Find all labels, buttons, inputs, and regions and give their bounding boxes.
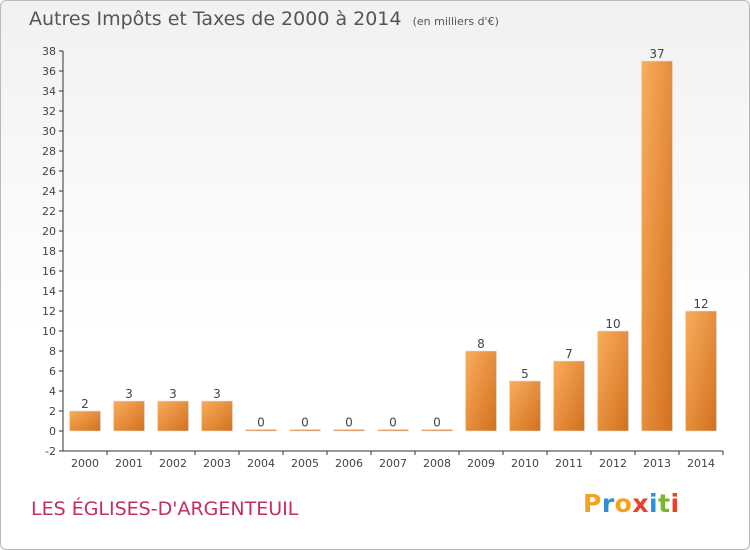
logo-letter: o: [614, 489, 633, 518]
x-tick-label: 2007: [379, 457, 407, 470]
y-tick-label: 4: [49, 385, 56, 398]
chart-axes: -202468101214161820222426283032343638200…: [42, 45, 724, 470]
chart-bars: [69, 60, 717, 432]
y-tick-label: 38: [42, 45, 56, 58]
bar: [421, 429, 453, 432]
bar-value-label: 8: [477, 337, 485, 351]
x-tick-label: 2006: [335, 457, 363, 470]
bar: [377, 429, 409, 432]
x-tick-label: 2011: [555, 457, 583, 470]
bar: [289, 429, 321, 432]
y-tick-label: 24: [42, 185, 56, 198]
x-tick-label: 2012: [599, 457, 627, 470]
y-tick-label: 8: [49, 345, 56, 358]
x-tick-label: 2009: [467, 457, 495, 470]
x-tick-label: 2013: [643, 457, 671, 470]
bar: [553, 360, 585, 432]
x-tick-label: 2003: [203, 457, 231, 470]
y-tick-label: 32: [42, 105, 56, 118]
bar-value-label: 5: [521, 367, 529, 381]
y-tick-label: 6: [49, 365, 56, 378]
bar: [201, 400, 233, 432]
y-tick-label: -2: [45, 445, 56, 458]
y-tick-label: 18: [42, 245, 56, 258]
commune-name: LES ÉGLISES-D'ARGENTEUIL: [31, 498, 299, 520]
y-tick-label: 10: [42, 325, 56, 338]
logo-letter: t: [658, 489, 671, 518]
logo-letter: i: [649, 489, 659, 518]
y-tick-label: 36: [42, 65, 56, 78]
bar-value-label: 3: [169, 387, 177, 401]
chart-title-unit: (en milliers d'€): [412, 15, 499, 28]
bar-value-label: 0: [257, 416, 265, 430]
x-tick-label: 2010: [511, 457, 539, 470]
y-tick-label: 28: [42, 145, 56, 158]
bar: [465, 350, 497, 432]
y-tick-label: 22: [42, 205, 56, 218]
y-tick-label: 30: [42, 125, 56, 138]
logo-letter: x: [632, 489, 649, 518]
bar-value-label: 0: [433, 416, 441, 430]
y-tick-label: 14: [42, 285, 56, 298]
y-tick-label: 2: [49, 405, 56, 418]
proxiti-logo: Proxiti: [583, 489, 680, 518]
chart-title: Autres Impôts et Taxes de 2000 à 2014 (e…: [29, 8, 499, 30]
bar-value-label: 12: [693, 297, 708, 311]
bar-value-label: 3: [125, 387, 133, 401]
bar-value-label: 0: [301, 416, 309, 430]
bar: [509, 380, 541, 432]
y-tick-label: 16: [42, 265, 56, 278]
chart-labels: 2 3 3 3 0 0 0 0 0 8 5 7 10 37 12: [81, 47, 708, 430]
x-tick-label: 2008: [423, 457, 451, 470]
bar: [685, 310, 717, 432]
x-tick-label: 2001: [115, 457, 143, 470]
bar: [333, 429, 365, 432]
x-tick-label: 2000: [71, 457, 99, 470]
x-tick-label: 2004: [247, 457, 275, 470]
x-tick-label: 2005: [291, 457, 319, 470]
bar-value-label: 3: [213, 387, 221, 401]
bar-value-label: 7: [565, 347, 573, 361]
bar: [69, 410, 101, 432]
bar-value-label: 37: [649, 47, 664, 61]
bar-value-label: 10: [605, 317, 620, 331]
chart-title-main: Autres Impôts et Taxes de 2000 à 2014: [29, 8, 402, 30]
y-tick-label: 34: [42, 85, 56, 98]
x-tick-label: 2014: [687, 457, 715, 470]
bar: [157, 400, 189, 432]
bar: [641, 60, 673, 432]
x-tick-label: 2002: [159, 457, 187, 470]
bar: [597, 330, 629, 432]
y-tick-label: 26: [42, 165, 56, 178]
y-tick-label: 12: [42, 305, 56, 318]
logo-letter: r: [601, 489, 615, 518]
bar-value-label: 2: [81, 397, 89, 411]
logo-letter: i: [670, 489, 680, 518]
bar-value-label: 0: [389, 416, 397, 430]
y-tick-label: 20: [42, 225, 56, 238]
bar: [245, 429, 277, 432]
bar-value-label: 0: [345, 416, 353, 430]
logo-letter: P: [583, 489, 602, 518]
y-tick-label: 0: [49, 425, 56, 438]
bar: [113, 400, 145, 432]
